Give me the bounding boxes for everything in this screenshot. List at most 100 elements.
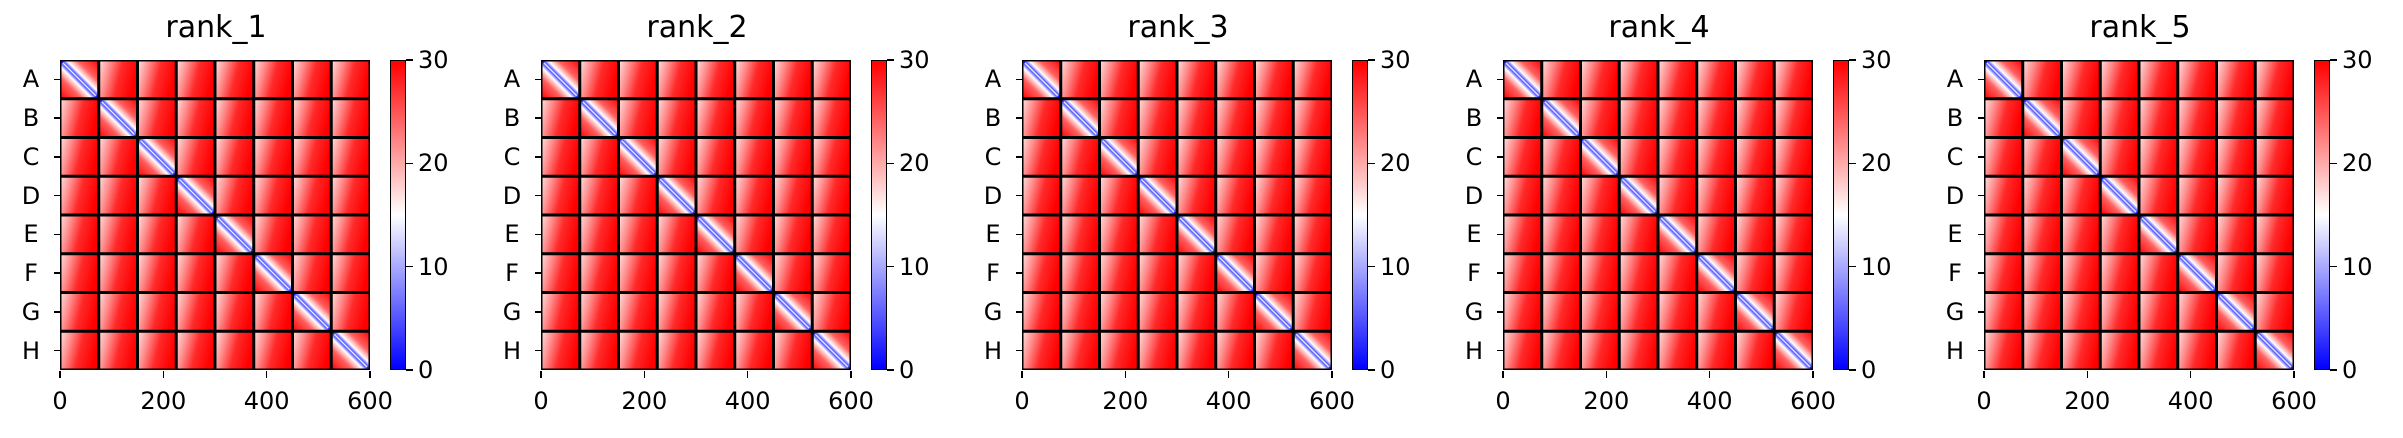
heatmap-block (2216, 253, 2256, 293)
y-tick-mark (1497, 349, 1504, 352)
heatmap-block (618, 253, 658, 293)
y-tick-label: E (1947, 220, 1963, 249)
y-tick-label: A (503, 65, 521, 94)
heatmap-block (331, 137, 370, 177)
heatmap-block (1658, 137, 1697, 177)
plot-frame (1022, 60, 1332, 370)
heatmap-block (1503, 215, 1542, 254)
heatmap-block (1735, 253, 1775, 293)
y-tick-mark (1016, 78, 1023, 81)
heatmap-block (60, 137, 99, 177)
heatmap-block (1658, 253, 1697, 293)
colorbar-tick-mark (406, 369, 413, 371)
heatmap-block (2061, 98, 2101, 138)
y-tick-label: G (983, 297, 1003, 326)
heatmap-block (1138, 253, 1177, 293)
heatmap-block (541, 176, 580, 215)
heatmap-block (1774, 98, 1813, 138)
diagonal-line (1140, 178, 1175, 213)
y-tick-label: G (502, 297, 522, 326)
y-tick-label: A (1946, 65, 1964, 94)
y-tick-label: F (1948, 259, 1962, 288)
heatmap-block (1984, 253, 2023, 293)
diagonal-line (2025, 101, 2060, 136)
heatmap-block (541, 292, 580, 332)
y-tick-mark (1016, 194, 1023, 197)
y-tick-mark (1497, 311, 1504, 313)
heatmap-block (1254, 176, 1294, 215)
heatmap-block (137, 331, 177, 370)
diagonal-line (582, 101, 617, 136)
y-tick-mark (1497, 156, 1504, 158)
heatmap-block (215, 137, 254, 177)
diagonal-line (294, 294, 329, 329)
heatmap-block (1138, 215, 1177, 254)
heatmap-block (1022, 331, 1061, 370)
heatmap-block (331, 176, 370, 215)
plot-frame (1503, 60, 1813, 370)
heatmap-block (1293, 215, 1332, 254)
y-tick-mark (1497, 272, 1504, 274)
colorbar-tick-mark (2330, 162, 2337, 165)
heatmap-block (1293, 98, 1332, 138)
heatmap-block (1735, 98, 1775, 138)
diagonal-line (543, 62, 578, 97)
heatmap-block (1696, 331, 1736, 370)
colorbar-tick-mark (2330, 265, 2337, 268)
heatmap-block (1696, 215, 1736, 254)
heatmap-block (331, 98, 370, 138)
heatmap-block (734, 176, 774, 215)
heatmap-block (2022, 215, 2062, 254)
heatmap-block (2139, 137, 2178, 177)
diagonal-line (1986, 62, 2021, 97)
heatmap-block (1503, 98, 1542, 138)
heatmap-block (1254, 331, 1294, 370)
x-tick-mark (2293, 371, 2295, 378)
heatmap-block (618, 60, 658, 99)
colorbar-tick-label: 10 (1380, 252, 1411, 281)
y-tick-label: F (505, 259, 519, 288)
heatmap-block (1254, 60, 1294, 99)
heatmap-block (1293, 292, 1332, 332)
heatmap-block (60, 176, 99, 215)
heatmap-block (657, 215, 696, 254)
y-tick-label: B (1465, 104, 1483, 133)
x-tick-label: 0 (1976, 387, 1992, 415)
heatmap-block (1696, 292, 1736, 332)
heatmap-block (1503, 292, 1542, 332)
heatmap-block (812, 253, 851, 293)
heatmap-block (215, 176, 254, 215)
x-tick-mark (746, 371, 749, 378)
heatmap-block (176, 98, 215, 138)
heatmap-block (696, 176, 735, 215)
diagonal-line (1101, 139, 1136, 174)
chart-title: rank_4 (1608, 10, 1710, 45)
heatmap-block (734, 137, 774, 177)
heatmap-block (2022, 253, 2062, 293)
heatmap-block (579, 331, 619, 370)
heatmap-block (579, 215, 619, 254)
heatmap-block (657, 331, 696, 370)
heatmap-block (1619, 137, 1658, 177)
heatmap-block (812, 60, 851, 99)
heatmap-block (2061, 253, 2101, 293)
heatmap-block (2100, 292, 2139, 332)
heatmap-block (2177, 60, 2217, 99)
colorbar-tick-mark (1849, 265, 1856, 268)
heatmap-block (696, 98, 735, 138)
heatmap-block (2061, 60, 2101, 99)
heatmap-block (1619, 331, 1658, 370)
colorbar (2314, 60, 2330, 370)
diagonal-line (1218, 256, 1253, 291)
heatmap-block (1735, 176, 1775, 215)
plot-frame (541, 60, 851, 370)
heatmap-block (292, 60, 332, 99)
heatmap-block (137, 176, 177, 215)
heatmap-block (2255, 60, 2294, 99)
y-tick-mark (1497, 78, 1504, 81)
heatmap-block (1658, 331, 1697, 370)
colorbar-tick-mark (406, 162, 413, 165)
heatmap-block (1099, 176, 1139, 215)
y-tick-mark (535, 311, 542, 313)
x-tick-mark (850, 371, 852, 378)
